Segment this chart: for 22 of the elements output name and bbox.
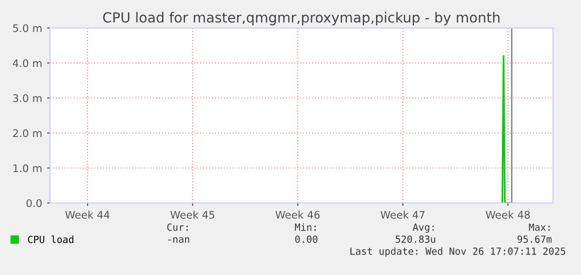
y-tick-label: 3.0 m — [13, 94, 42, 102]
text: Avg: — [412, 224, 434, 233]
text: Max: — [528, 224, 550, 231]
text: 95.67m — [517, 235, 552, 243]
y-tick-label: 1.0 m — [13, 164, 42, 172]
chart-title: CPU load for master,qmgmr,proxymap,pickup - by month — [103, 12, 500, 26]
x-tick-label: Week 47 — [380, 210, 425, 219]
y-tick-label: 5.0 m — [13, 24, 42, 32]
y-tick-label: 4.0 m — [12, 59, 42, 68]
text: 520.83u — [396, 235, 436, 243]
y-tick-label: 2.0 m — [13, 129, 42, 138]
legend-label: CPU load — [28, 236, 74, 244]
text: Last update: Wed Nov 26 17:07:11 2025 — [350, 247, 566, 257]
text: -nan — [168, 237, 190, 243]
text: Cur: — [167, 223, 188, 231]
text: 0.00 — [295, 235, 318, 243]
x-tick-label: Week 48 — [486, 210, 530, 219]
y-tick-label: 0.0 — [26, 199, 42, 208]
x-tick-label: Week 46 — [276, 210, 320, 219]
x-tick-label: Week 44 — [65, 210, 110, 219]
text: Min: — [294, 223, 316, 231]
x-tick-label: Week 45 — [170, 210, 214, 219]
